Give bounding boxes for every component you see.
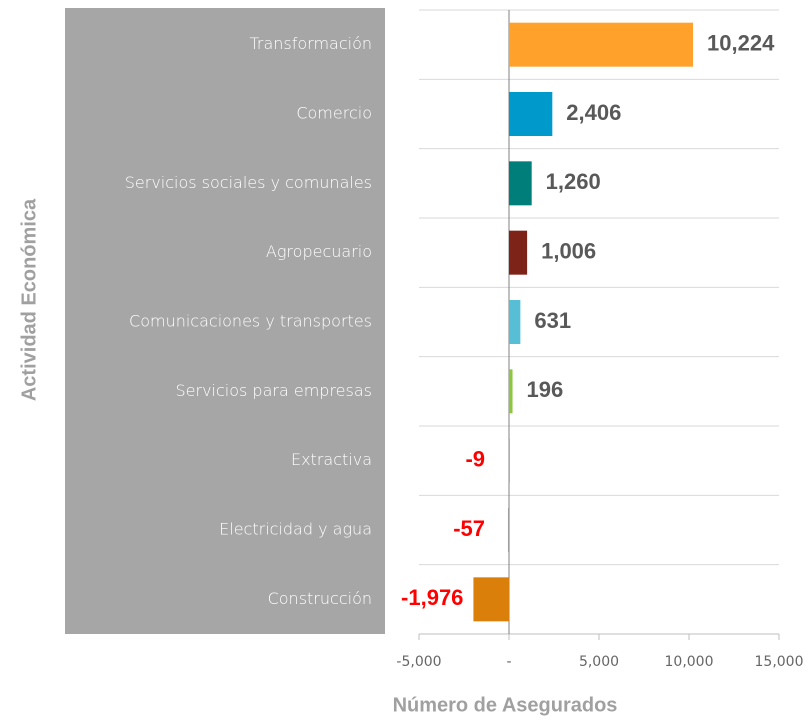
value-label: 1,260	[546, 169, 601, 194]
value-label: -1,976	[401, 585, 463, 610]
value-label: 631	[534, 308, 571, 333]
category-label: Transformación	[249, 34, 372, 53]
bar	[509, 230, 528, 275]
bar	[473, 577, 509, 622]
value-label: 1,006	[541, 238, 596, 263]
category-label: Comunicaciones y transportes	[129, 312, 372, 331]
y-axis-title: Actividad Económica	[18, 198, 40, 401]
value-label: 10,224	[707, 30, 775, 55]
value-label: 196	[527, 377, 564, 402]
bar	[507, 508, 509, 552]
category-label: Construcción	[268, 589, 372, 608]
category-label: Extractiva	[291, 450, 372, 469]
bar	[508, 438, 510, 483]
x-tick-label: -5,000	[396, 654, 441, 670]
x-tick-label: 5,000	[579, 654, 619, 670]
bar	[509, 300, 521, 344]
x-axis-title: Número de Asegurados	[393, 694, 618, 716]
bar	[509, 161, 532, 206]
x-tick-label: 15,000	[755, 654, 804, 670]
category-label: Electricidad y agua	[219, 520, 372, 539]
value-label: -57	[453, 516, 485, 541]
bar	[509, 369, 513, 414]
category-panel	[65, 8, 385, 634]
value-label: -9	[465, 446, 485, 471]
x-tick-label: 10,000	[665, 654, 714, 670]
value-label: 2,406	[566, 100, 621, 125]
x-tick-label: -	[506, 654, 511, 670]
category-label: Agropecuario	[266, 242, 372, 261]
category-label: Comercio	[296, 104, 372, 123]
category-label: Servicios para empresas	[175, 381, 372, 400]
bar	[509, 22, 694, 67]
category-label: Servicios sociales y comunales	[125, 173, 372, 192]
bar	[509, 92, 553, 136]
